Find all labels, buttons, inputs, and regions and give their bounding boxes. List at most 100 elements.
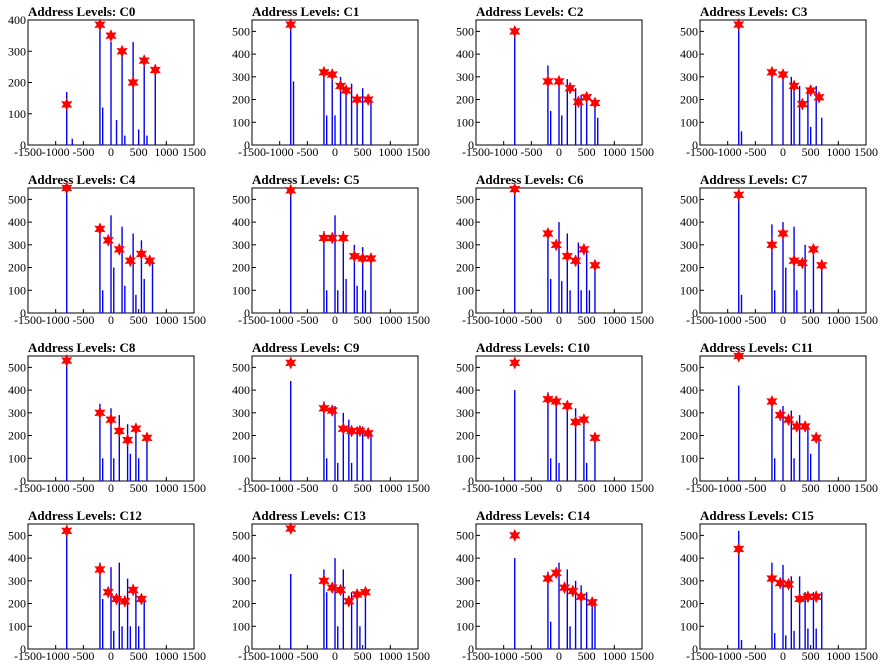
y-tick-label: 0 xyxy=(244,138,250,152)
x-tick-label: 1500 xyxy=(406,313,430,327)
peak-marker xyxy=(94,18,106,32)
y-tick-label: 0 xyxy=(468,306,474,320)
x-tick-label: -1500 xyxy=(238,649,266,663)
y-tick-label: 500 xyxy=(680,24,698,38)
x-tick-label: -1500 xyxy=(462,649,490,663)
x-tick-label: -500 xyxy=(744,313,766,327)
peak-marker xyxy=(127,583,139,597)
y-tick-label: 300 xyxy=(232,406,250,420)
y-tick-label: 300 xyxy=(456,70,474,84)
y-tick-label: 300 xyxy=(680,574,698,588)
chart-panel: Address Levels: C10 0 100 200 300 400 500 -1500… xyxy=(448,336,672,504)
peak-marker xyxy=(348,249,361,263)
chart-panel: Address Levels: C13 0 100 200 300 400 500 -1500… xyxy=(224,504,448,672)
x-tick-label: 1500 xyxy=(630,481,654,495)
y-tick-label: 300 xyxy=(232,70,250,84)
chart-panel: Address Levels: C8 0 100 200 300 400 500 -1500-… xyxy=(0,336,224,504)
x-tick-label: 0 xyxy=(108,481,114,495)
peak-marker xyxy=(733,349,745,363)
x-tick-label: -500 xyxy=(744,649,766,663)
y-tick-label: 0 xyxy=(692,474,698,488)
x-tick-label: 500 xyxy=(578,649,596,663)
x-tick-label: -1500 xyxy=(238,481,266,495)
x-tick-label: 500 xyxy=(578,481,596,495)
x-tick-label: -1000 xyxy=(266,481,294,495)
peak-marker xyxy=(578,413,590,427)
peak-marker xyxy=(61,524,73,538)
peak-marker xyxy=(354,424,366,438)
peak-marker xyxy=(550,566,562,580)
peak-marker xyxy=(542,571,554,586)
peak-marker xyxy=(61,181,73,195)
x-tick-label: -1000 xyxy=(714,145,742,159)
chart-plot: 0 100 200 300 400 500 -1500 -1000 -500 0 500 1000 15… xyxy=(232,17,430,159)
chart-title: Address Levels: C10 xyxy=(476,340,590,355)
peak-marker xyxy=(138,54,150,68)
peak-marker xyxy=(334,79,347,93)
peak-marker xyxy=(326,581,338,595)
peak-marker xyxy=(285,356,297,370)
y-tick-label: 200 xyxy=(456,597,474,611)
x-tick-label: -1500 xyxy=(14,649,42,663)
peak-marker xyxy=(318,574,330,588)
peak-marker xyxy=(116,44,128,58)
peak-marker xyxy=(561,249,574,263)
chart-panel: Address Levels: C2 0 100 200 300 400 500 -1500-… xyxy=(448,0,672,168)
x-tick-label: 1500 xyxy=(406,481,430,495)
chart-panel: Address Levels: C7 0 100 200 300 400 500 -1500-… xyxy=(672,168,896,336)
y-tick-label: 100 xyxy=(232,451,250,465)
x-tick-label: -1500 xyxy=(462,145,490,159)
y-tick-label: 100 xyxy=(8,451,26,465)
peak-marker xyxy=(340,83,352,98)
x-tick-label: 1000 xyxy=(154,313,178,327)
chart-panel: Address Levels: C12 0 100 200 300 400 500 -1500… xyxy=(0,504,224,672)
peak-marker xyxy=(326,231,338,245)
y-tick-label: 0 xyxy=(468,474,474,488)
chart-title: Address Levels: C0 xyxy=(28,4,136,19)
y-tick-label: 500 xyxy=(232,360,250,374)
x-tick-label: 0 xyxy=(780,481,786,495)
chart-panel: Address Levels: C15 0 100 200 300 400 500 -1500… xyxy=(672,504,896,672)
y-tick-label: 500 xyxy=(8,192,26,206)
peak-marker xyxy=(285,17,297,32)
y-tick-label: 200 xyxy=(680,597,698,611)
x-tick-label: 500 xyxy=(130,145,148,159)
x-tick-label: 500 xyxy=(802,481,820,495)
peak-marker xyxy=(550,394,562,409)
x-tick-label: 1000 xyxy=(602,145,626,159)
x-tick-label: 1500 xyxy=(182,313,206,327)
x-tick-label: 1000 xyxy=(154,649,178,663)
y-tick-label: 300 xyxy=(232,574,250,588)
y-tick-label: 200 xyxy=(8,597,26,611)
y-tick-label: 300 xyxy=(680,238,698,252)
x-tick-label: 0 xyxy=(556,145,562,159)
y-tick-label: 0 xyxy=(244,474,250,488)
x-tick-label: -1500 xyxy=(238,313,266,327)
x-tick-label: 1000 xyxy=(378,313,402,327)
y-tick-label: 500 xyxy=(680,528,698,542)
peak-marker xyxy=(733,542,745,556)
peak-marker xyxy=(788,79,800,93)
peak-marker xyxy=(580,90,593,104)
chart-title: Address Levels: C7 xyxy=(700,172,808,187)
chart-title: Address Levels: C13 xyxy=(252,508,366,523)
peak-marker xyxy=(318,401,330,415)
peak-marker xyxy=(804,83,817,98)
chart-plot: 0 100 200 300 400 500 -1500 -1000 -500 0 500 1000 15… xyxy=(8,523,206,663)
y-tick-label: 100 xyxy=(8,107,26,121)
x-tick-label: -1000 xyxy=(42,145,70,159)
x-tick-label: 1000 xyxy=(378,145,402,159)
y-tick-label: 100 xyxy=(680,283,698,297)
chart-plot: 0 100 200 300 400 500 -1500 -1000 -500 0 500 1000 15… xyxy=(232,355,430,495)
y-tick-label: 100 xyxy=(456,115,474,129)
chart-plot: 0 100 200 300 400 500 -1500 -1000 -500 0 500 1000 15… xyxy=(456,19,654,159)
x-tick-label: 0 xyxy=(332,481,338,495)
x-tick-label: 1000 xyxy=(602,313,626,327)
peak-marker xyxy=(542,226,554,241)
chart-panel: Address Levels: C3 0 100 200 300 400 500 -1500-… xyxy=(672,0,896,168)
y-tick-label: 200 xyxy=(232,429,250,443)
y-tick-label: 100 xyxy=(456,451,474,465)
y-tick-label: 400 xyxy=(680,215,698,229)
peak-marker xyxy=(351,92,363,107)
x-tick-label: 0 xyxy=(108,649,114,663)
